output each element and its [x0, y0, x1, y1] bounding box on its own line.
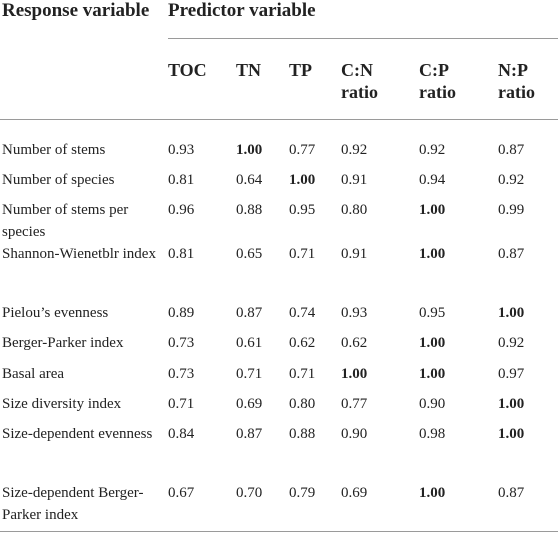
table-cell: 0.96 — [168, 202, 195, 218]
header-rule — [168, 38, 558, 39]
table-cell: 1.00 — [236, 142, 263, 158]
predictor-variable-header: Predictor variable — [168, 0, 316, 21]
table-cell: 0.73 — [168, 335, 195, 351]
row-label: Basal area — [2, 366, 65, 382]
table-cell: 1.00 — [419, 335, 446, 351]
table-cell: 0.69 — [341, 485, 368, 501]
column-header-rule — [0, 119, 558, 120]
table-cell: 0.71 — [289, 246, 316, 262]
table-cell: 0.87 — [236, 426, 263, 442]
table-cell: 1.00 — [289, 172, 316, 188]
table-cell: 0.92 — [498, 172, 525, 188]
column-header-tp: TP — [289, 60, 313, 80]
table-cell: 0.81 — [168, 172, 195, 188]
column-header-toc: TOC — [168, 60, 207, 80]
table-cell: 0.87 — [498, 246, 525, 262]
table-cell: 0.87 — [498, 485, 525, 501]
column-header-cn-ratio: C:N ratio — [341, 60, 378, 102]
row-label: Size diversity index — [2, 396, 122, 412]
table-cell: 1.00 — [498, 426, 525, 442]
table-cell: 0.71 — [168, 396, 195, 412]
table-cell: 0.62 — [289, 335, 316, 351]
table-cell: 0.92 — [341, 142, 368, 158]
table-cell: 0.97 — [498, 366, 525, 382]
row-label: Size-dependent evenness — [2, 426, 153, 442]
table-cell: 0.88 — [236, 202, 263, 218]
table-cell: 0.81 — [168, 246, 195, 262]
table-cell: 0.65 — [236, 246, 263, 262]
row-label: Number of stems per species — [2, 202, 129, 240]
table-cell: 0.64 — [236, 172, 263, 188]
table-cell: 0.87 — [236, 305, 263, 321]
row-label: Berger-Parker index — [2, 335, 124, 351]
table-cell: 0.77 — [289, 142, 316, 158]
table-cell: 0.95 — [289, 202, 316, 218]
table-bottom-rule — [0, 531, 558, 532]
table-cell: 0.90 — [341, 426, 368, 442]
table-cell: 0.77 — [341, 396, 368, 412]
table-cell: 0.71 — [289, 366, 316, 382]
table-cell: 0.92 — [498, 335, 525, 351]
table-cell: 0.61 — [236, 335, 263, 351]
table-cell: 0.67 — [168, 485, 195, 501]
table-cell: 1.00 — [419, 366, 446, 382]
table-cell: 0.94 — [419, 172, 446, 188]
row-label: Number of stems — [2, 142, 106, 158]
table-cell: 1.00 — [341, 366, 368, 382]
table-cell: 0.99 — [498, 202, 525, 218]
row-label: Size-dependent Berger-Parker index — [2, 485, 144, 523]
table-cell: 0.73 — [168, 366, 195, 382]
table-cell: 0.74 — [289, 305, 316, 321]
row-label: Number of species — [2, 172, 115, 188]
table-cell: 0.93 — [168, 142, 195, 158]
table-cell: 1.00 — [419, 246, 446, 262]
column-header-np-ratio: N:P ratio — [498, 60, 535, 102]
row-label: Pielou’s evenness — [2, 305, 109, 321]
table-cell: 0.79 — [289, 485, 316, 501]
table-cell: 0.62 — [341, 335, 368, 351]
table-cell: 0.84 — [168, 426, 195, 442]
table-cell: 0.71 — [236, 366, 263, 382]
table-cell: 0.80 — [289, 396, 316, 412]
table-cell: 0.91 — [341, 172, 368, 188]
table-cell: 0.87 — [498, 142, 525, 158]
table-cell: 0.70 — [236, 485, 263, 501]
column-header-cp-ratio: C:P ratio — [419, 60, 456, 102]
table-cell: 0.90 — [419, 396, 446, 412]
table-cell: 1.00 — [419, 202, 446, 218]
table-cell: 0.92 — [419, 142, 446, 158]
table-cell: 0.91 — [341, 246, 368, 262]
response-variable-header: Response variable — [2, 0, 150, 21]
table-cell: 0.69 — [236, 396, 263, 412]
table-cell: 0.88 — [289, 426, 316, 442]
table-cell: 0.89 — [168, 305, 195, 321]
table-cell: 1.00 — [498, 396, 525, 412]
table-cell: 1.00 — [498, 305, 525, 321]
row-label: Shannon-Wienetblr index — [2, 246, 156, 262]
table-cell: 0.98 — [419, 426, 446, 442]
table-cell: 1.00 — [419, 485, 446, 501]
table-cell: 0.80 — [341, 202, 368, 218]
table-cell: 0.95 — [419, 305, 446, 321]
column-header-tn: TN — [236, 60, 262, 80]
table-cell: 0.93 — [341, 305, 368, 321]
